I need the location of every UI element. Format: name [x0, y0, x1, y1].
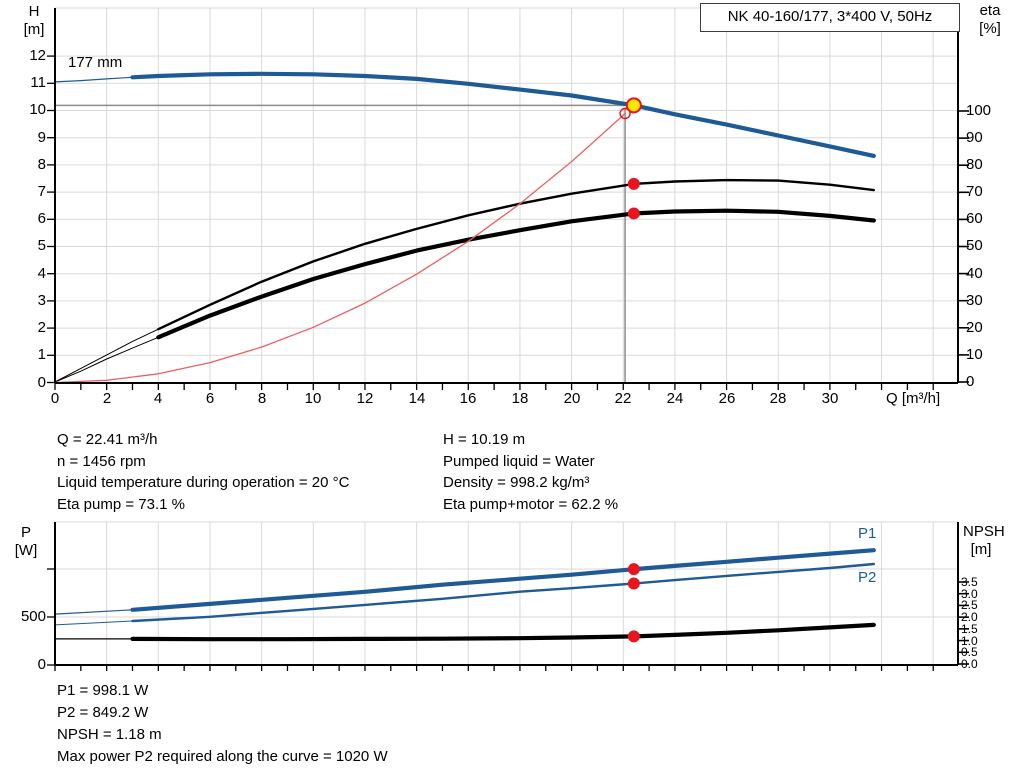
- p2-series-label: P2: [858, 569, 877, 586]
- eta-tick-90: 90: [966, 129, 983, 146]
- npsh-tick-2-0: 2.0: [961, 610, 978, 624]
- q-tick-26: 26: [718, 390, 736, 407]
- npsh-tick-0-5: 0.5: [961, 645, 978, 659]
- npsh-axis-unit: [m]: [970, 541, 992, 558]
- axes: [54, 8, 959, 666]
- h-tick-10: 10: [29, 101, 46, 118]
- info-npsh: NPSH = 1.18 m: [57, 726, 162, 743]
- eta-tick-20: 20: [966, 319, 983, 336]
- h-tick-7: 7: [37, 183, 46, 200]
- q-tick-12: 12: [356, 390, 374, 407]
- axis-ticks: [47, 55, 969, 671]
- eta-tick-0: 0: [966, 373, 975, 390]
- npsh-tick-1-5: 1.5: [961, 622, 978, 636]
- duty-point-crosshair: [55, 104, 634, 383]
- p-tick-500: 500: [20, 608, 46, 625]
- q-axis-title: Q [m³/h]: [886, 390, 941, 407]
- info-max-power: Max power P2 required along the curve = …: [57, 748, 388, 765]
- eta-tick-40: 40: [966, 265, 983, 282]
- pump-model-title: NK 40-160/177, 3*400 V, 50Hz: [700, 3, 960, 32]
- info-speed: n = 1456 rpm: [57, 453, 146, 470]
- q-tick-4: 4: [153, 390, 163, 407]
- npsh-tick-3-0: 3.0: [961, 587, 978, 601]
- q-tick-20: 20: [563, 390, 581, 407]
- eta-tick-70: 70: [966, 183, 983, 200]
- info-q: Q = 22.41 m³/h: [57, 431, 158, 448]
- eta-tick-50: 50: [966, 237, 983, 254]
- eta-tick-30: 30: [966, 292, 983, 309]
- curves: [54, 71, 876, 642]
- q-tick-2: 2: [102, 390, 112, 407]
- h-tick-5: 5: [37, 237, 46, 254]
- info-density: Density = 998.2 kg/m³: [443, 474, 590, 491]
- eta-axis-title: eta: [979, 2, 1001, 19]
- info-eta-pump: Eta pump = 73.1 %: [57, 496, 185, 513]
- npsh-tick-2-5: 2.5: [961, 598, 978, 612]
- h-axis-title: H: [28, 3, 40, 20]
- h-tick-9: 9: [37, 129, 46, 146]
- npsh-tick-0-0: 0.0: [961, 657, 978, 671]
- q-tick-16: 16: [459, 390, 477, 407]
- info-p1: P1 = 998.1 W: [57, 682, 149, 699]
- gridlines: [55, 7, 958, 665]
- operating-point-markers[interactable]: [619, 97, 642, 643]
- q-tick-10: 10: [304, 390, 322, 407]
- h-tick-4: 4: [37, 265, 46, 282]
- npsh-tick-3-5: 3.5: [961, 575, 978, 589]
- h-axis-unit: [m]: [23, 21, 45, 38]
- q-tick-30: 30: [821, 390, 839, 407]
- info-temperature: Liquid temperature during operation = 20…: [57, 474, 350, 491]
- p1-series-label: P1: [858, 525, 877, 542]
- h-tick-0: 0: [37, 374, 46, 391]
- eta-tick-100: 100: [966, 102, 992, 119]
- info-h: H = 10.19 m: [443, 431, 526, 448]
- p-tick-0: 0: [37, 656, 46, 673]
- npsh-tick-1-0: 1.0: [961, 634, 978, 648]
- info-p2: P2 = 849.2 W: [57, 704, 149, 721]
- info-liquid: Pumped liquid = Water: [443, 453, 595, 470]
- eta-tick-80: 80: [966, 156, 983, 173]
- q-tick-8: 8: [257, 390, 267, 407]
- p-axis-title: P: [20, 524, 31, 541]
- eta-tick-60: 60: [966, 210, 983, 227]
- h-tick-1: 1: [37, 346, 46, 363]
- q-tick-14: 14: [408, 390, 426, 407]
- eta-tick-10: 10: [966, 346, 983, 363]
- q-tick-6: 6: [205, 390, 215, 407]
- q-tick-28: 28: [769, 390, 787, 407]
- h-tick-3: 3: [37, 292, 46, 309]
- q-tick-24: 24: [666, 390, 684, 407]
- h-tick-2: 2: [37, 319, 46, 336]
- q-tick-18: 18: [511, 390, 529, 407]
- h-tick-12: 12: [29, 47, 46, 64]
- h-tick-11: 11: [30, 74, 46, 91]
- h-tick-6: 6: [37, 210, 46, 227]
- h-tick-8: 8: [37, 156, 46, 173]
- npsh-axis-title: NPSH: [963, 523, 1005, 540]
- q-tick-22: 22: [614, 390, 632, 407]
- q-tick-0: 0: [50, 390, 60, 407]
- p-axis-unit: [W]: [14, 542, 38, 559]
- eta-axis-unit: [%]: [979, 20, 1001, 37]
- impeller-diameter-label: 177 mm: [68, 54, 123, 71]
- info-eta-pump-motor: Eta pump+motor = 62.2 %: [443, 496, 619, 513]
